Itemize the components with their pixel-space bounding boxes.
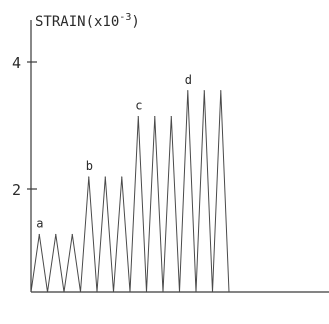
cycle-peak-point bbox=[170, 116, 172, 118]
y-axis-label-close: ) bbox=[131, 14, 139, 30]
y-axis-label: STRAIN(x10-3) bbox=[35, 12, 140, 30]
peak-label-d: d bbox=[185, 73, 192, 87]
cycle-peak-point bbox=[154, 116, 156, 118]
cycle-peak-point bbox=[137, 116, 139, 118]
cycle-peak-point bbox=[203, 90, 205, 92]
peak-labels: a b c d bbox=[36, 73, 192, 231]
y-axis: 2 4 STRAIN(x10-3) bbox=[12, 12, 140, 292]
cycle-peak-point bbox=[104, 176, 106, 178]
cycle-peak-point bbox=[38, 233, 40, 236]
cycle-peak-point bbox=[71, 233, 73, 236]
peak-label-c: c bbox=[135, 99, 142, 113]
y-axis-label-exponent: -3 bbox=[119, 12, 131, 23]
strain-series-line bbox=[30, 90, 230, 293]
cycle-peaks bbox=[38, 90, 222, 236]
cycle-peak-point bbox=[187, 90, 189, 92]
cycle-peak-point bbox=[88, 176, 90, 178]
y-tick-label-2: 2 bbox=[12, 181, 21, 199]
cycle-peak-point bbox=[220, 90, 222, 92]
cycle-peak-point bbox=[55, 233, 57, 236]
y-axis-label-main: STRAIN(x10 bbox=[35, 14, 119, 30]
cycle-peak-point bbox=[121, 176, 123, 178]
peak-label-b: b bbox=[86, 159, 93, 173]
y-tick-label-4: 4 bbox=[12, 54, 21, 72]
peak-label-a: a bbox=[36, 217, 43, 231]
